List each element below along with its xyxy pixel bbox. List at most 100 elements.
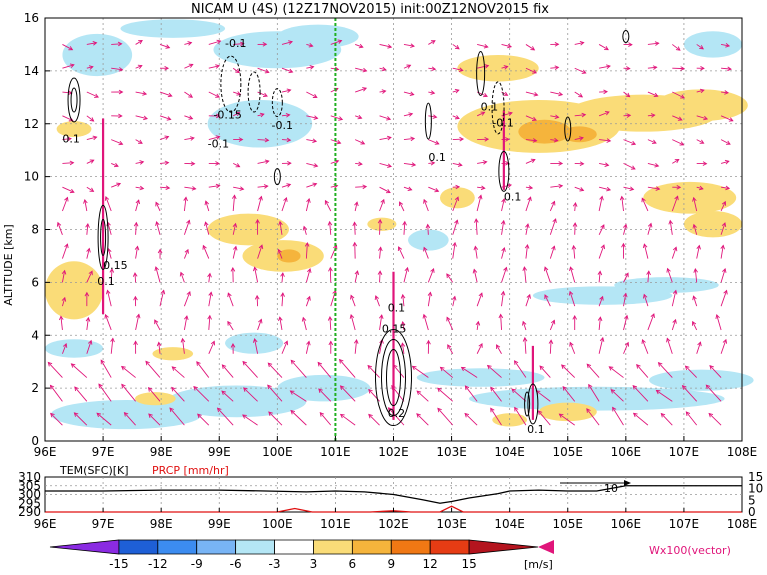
shade-region xyxy=(416,368,545,387)
wind-vector-head xyxy=(400,293,406,299)
colorbar-label: -12 xyxy=(148,557,168,571)
wind-vector xyxy=(427,292,431,307)
wind-vector xyxy=(110,338,114,354)
wind-vector-head xyxy=(430,40,436,45)
wind-vector xyxy=(500,314,502,330)
wind-vector xyxy=(720,222,726,235)
wind-vector-head xyxy=(64,196,69,202)
wind-vector xyxy=(696,139,704,144)
wind-vector-head xyxy=(430,267,435,273)
wind-vector xyxy=(656,390,673,402)
wind-vector xyxy=(208,136,220,141)
wind-vector xyxy=(62,162,74,164)
wind-vector xyxy=(696,186,704,190)
wind-vector-head xyxy=(632,412,638,418)
wind-vector-head xyxy=(264,69,270,74)
wind-vector-head xyxy=(606,138,612,143)
wind-vector-head xyxy=(215,135,221,140)
wind-vector-head xyxy=(621,242,626,248)
wind-vector xyxy=(550,91,563,96)
wind-vector xyxy=(477,161,487,164)
x-tick-label: 97E xyxy=(92,445,115,459)
wind-vector-head xyxy=(333,244,338,250)
wind-vector xyxy=(355,186,367,188)
wind-vector xyxy=(50,413,63,426)
wind-vector-head xyxy=(278,220,283,226)
wind-vector xyxy=(278,249,283,259)
wind-vector xyxy=(379,67,386,71)
wind-vector-head xyxy=(728,117,734,122)
wind-vector-head xyxy=(554,65,560,71)
wind-vector xyxy=(428,115,437,118)
surface-panel: TEM(SFC)[K] PRCP [mm/hr] 10 310305300295… xyxy=(18,464,763,531)
reference-arrow-head xyxy=(624,480,631,486)
wind-vector-head xyxy=(437,407,442,413)
wind-vector-head xyxy=(215,64,221,69)
wind-vector-head xyxy=(86,247,91,253)
wind-vector xyxy=(437,407,454,426)
wind-vector xyxy=(423,314,429,331)
wind-vector-head xyxy=(377,270,383,275)
wind-vector-head xyxy=(148,413,153,419)
wind-vector-head xyxy=(477,194,483,200)
contour-line xyxy=(524,391,531,417)
contour-label: 0.1 xyxy=(527,423,545,436)
wind-vector xyxy=(514,360,527,378)
wind-vector xyxy=(612,407,624,426)
wind-vector xyxy=(148,387,161,402)
wind-vector xyxy=(720,115,733,122)
wind-vector-head xyxy=(454,88,460,94)
wind-vector xyxy=(623,342,629,354)
contour-line xyxy=(273,168,281,186)
wind-vector xyxy=(416,390,429,402)
wind-vector xyxy=(233,186,244,190)
wind-vector-head xyxy=(288,68,294,74)
wind-vector xyxy=(399,201,405,212)
wind-vector xyxy=(549,340,552,354)
wind-vector-head xyxy=(258,244,264,250)
wind-vector xyxy=(305,296,311,307)
wind-vector xyxy=(368,414,380,426)
wind-vector xyxy=(183,315,188,331)
wind-vector xyxy=(329,316,332,330)
wind-vector-head xyxy=(156,341,162,347)
wind-vector xyxy=(514,407,527,426)
wind-vector xyxy=(171,366,185,378)
wind-vector-head xyxy=(285,112,291,118)
wind-vector xyxy=(550,185,563,188)
wind-vector-head xyxy=(354,270,360,275)
surface-x-tick-label: 108E xyxy=(727,517,758,531)
wind-vector xyxy=(621,196,624,212)
surface-x-tick-label: 105E xyxy=(553,517,584,531)
wind-vector xyxy=(437,387,454,402)
wind-vector xyxy=(544,294,551,307)
wind-vector-head xyxy=(722,338,728,344)
wind-vector-head xyxy=(677,116,683,121)
contour-line xyxy=(622,30,630,44)
wind-vector-head xyxy=(680,66,686,71)
wind-vector-head xyxy=(600,244,606,250)
wind-vector-head xyxy=(654,41,660,46)
wind-vector-head xyxy=(387,44,393,49)
wind-vector xyxy=(598,196,603,212)
wind-vector-head xyxy=(452,241,457,247)
wind-vector-head xyxy=(625,92,631,98)
wind-vector-head xyxy=(207,314,212,320)
wind-vector xyxy=(379,162,392,167)
wind-vector-head xyxy=(132,272,138,277)
wind-vector-head xyxy=(507,183,512,188)
x-tick-label: 107E xyxy=(669,445,700,459)
wind-vector-head xyxy=(473,245,479,251)
wind-vector-head xyxy=(263,184,269,189)
shade-region xyxy=(518,119,571,144)
wind-vector-head xyxy=(215,113,221,119)
colorbar-label: 15 xyxy=(461,557,476,571)
wind-vector xyxy=(306,44,313,47)
wind-vector-head xyxy=(579,136,584,141)
wind-vector xyxy=(647,186,660,190)
wind-vector xyxy=(86,248,90,259)
wind-vector-head xyxy=(501,247,506,252)
wind-vector-head xyxy=(84,291,90,297)
wind-vector-head xyxy=(204,200,209,206)
wind-vector-head xyxy=(599,195,604,201)
